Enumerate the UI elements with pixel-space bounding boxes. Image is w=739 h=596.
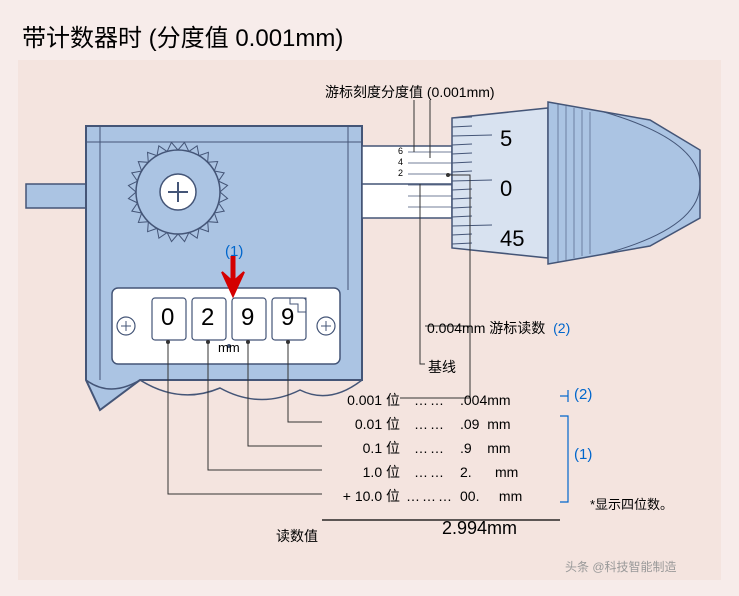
- group-1: (1): [574, 446, 592, 463]
- anno-vernier-reading: 0.004mm 游标读数 (2): [427, 318, 570, 338]
- group-2: (2): [574, 386, 592, 403]
- vernier-tick-label: 6: [398, 146, 403, 156]
- vernier-num: (2): [553, 320, 570, 336]
- readout-value: 2.994mm: [442, 518, 517, 539]
- anno-vernier-grad: 游标刻度分度值 (0.001mm): [325, 82, 495, 102]
- counter-digit: 9: [281, 304, 294, 332]
- vernier-tick-label: 2: [398, 168, 403, 178]
- counter-unit: mm: [218, 340, 240, 355]
- vernier-tick-label: 4: [398, 157, 403, 167]
- counter-digit: 0: [161, 304, 174, 332]
- title: 带计数器时 (分度值 0.001mm): [22, 18, 343, 53]
- readout-row: 0.1 位…….9 mm: [322, 438, 662, 458]
- readout-row: + 10.0 位………00. mm: [322, 486, 662, 506]
- vernier-mm: 0.004mm 游标读数: [427, 320, 545, 336]
- counter-marker: (1): [225, 243, 243, 260]
- counter-digit: 2: [201, 304, 214, 332]
- counter-digit: 9: [241, 304, 254, 332]
- readout-label: 读数值: [276, 526, 318, 546]
- thimble-label: 45: [500, 226, 524, 252]
- readout-row: 0.01 位…….09 mm: [322, 414, 662, 434]
- anno-baseline: 基线: [428, 357, 456, 377]
- readout-row: 0.001 位…….004mm: [322, 390, 662, 410]
- watermark: 头条 @科技智能制造: [565, 558, 677, 575]
- thimble-label: 5: [500, 126, 512, 152]
- thimble-label: 0: [500, 176, 512, 202]
- readout-row: 1.0 位……2. mm: [322, 462, 662, 482]
